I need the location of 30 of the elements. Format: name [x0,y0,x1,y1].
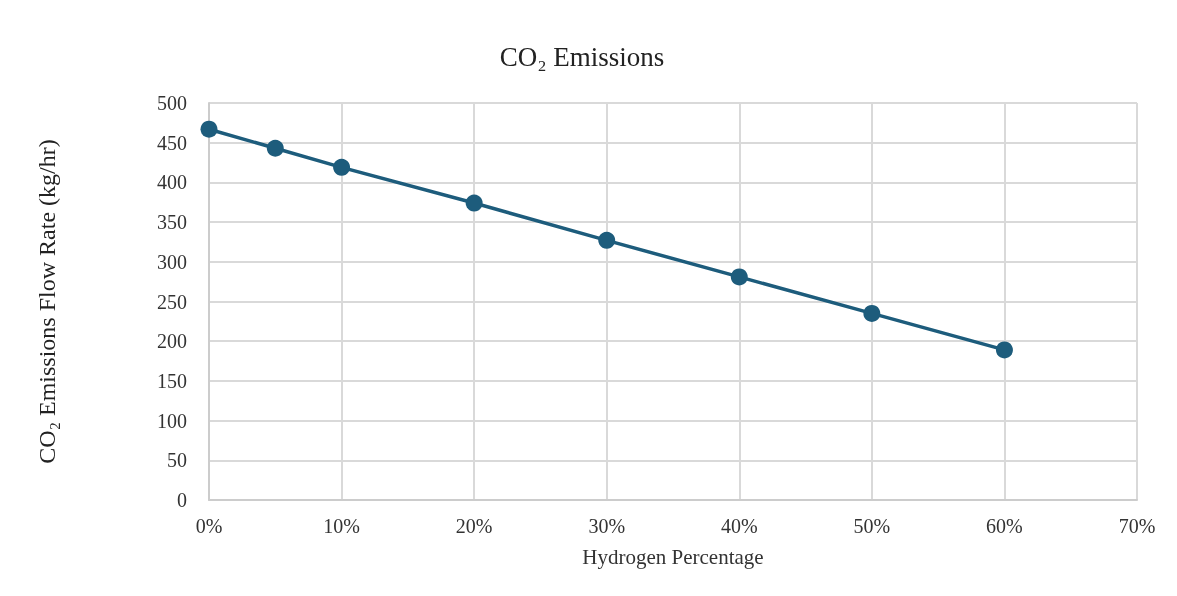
x-tick-label: 60% [986,515,1023,537]
y-tick-label: 250 [157,290,187,313]
y-tick-label: 500 [157,92,187,114]
x-tick-label: 0% [195,515,223,537]
point [863,304,881,322]
y-tick-label: 200 [157,330,187,353]
y-tick-label: 150 [157,369,187,392]
chart-title: CO₂ Emissions [499,41,665,72]
y-tick-label: 350 [157,211,187,234]
y-tick-label: 400 [157,171,187,194]
x-tick-label: 70% [1118,515,1156,537]
point [333,158,351,176]
point [995,341,1013,359]
point [730,268,748,286]
point [598,231,616,249]
x-tick-label: 20% [455,515,493,537]
x-tick-label: 10% [323,515,360,537]
y-tick-label: 100 [157,409,187,432]
x-axis-title: Hydrogen Percentage [582,544,764,569]
point [266,139,284,157]
y-tick-label: 450 [157,131,187,154]
x-tick-label: 50% [853,515,891,537]
y-tick-label: 0 [177,489,187,511]
x-tick-label: 40% [720,515,758,537]
y-tick-label: 50 [167,449,187,472]
y-tick-label: 300 [157,250,187,273]
y-axis-title: CO₂ Emissions Flow Rate (kg/hr) [34,139,60,464]
point [200,120,218,138]
point [465,194,483,212]
x-tick-label: 30% [588,515,626,537]
